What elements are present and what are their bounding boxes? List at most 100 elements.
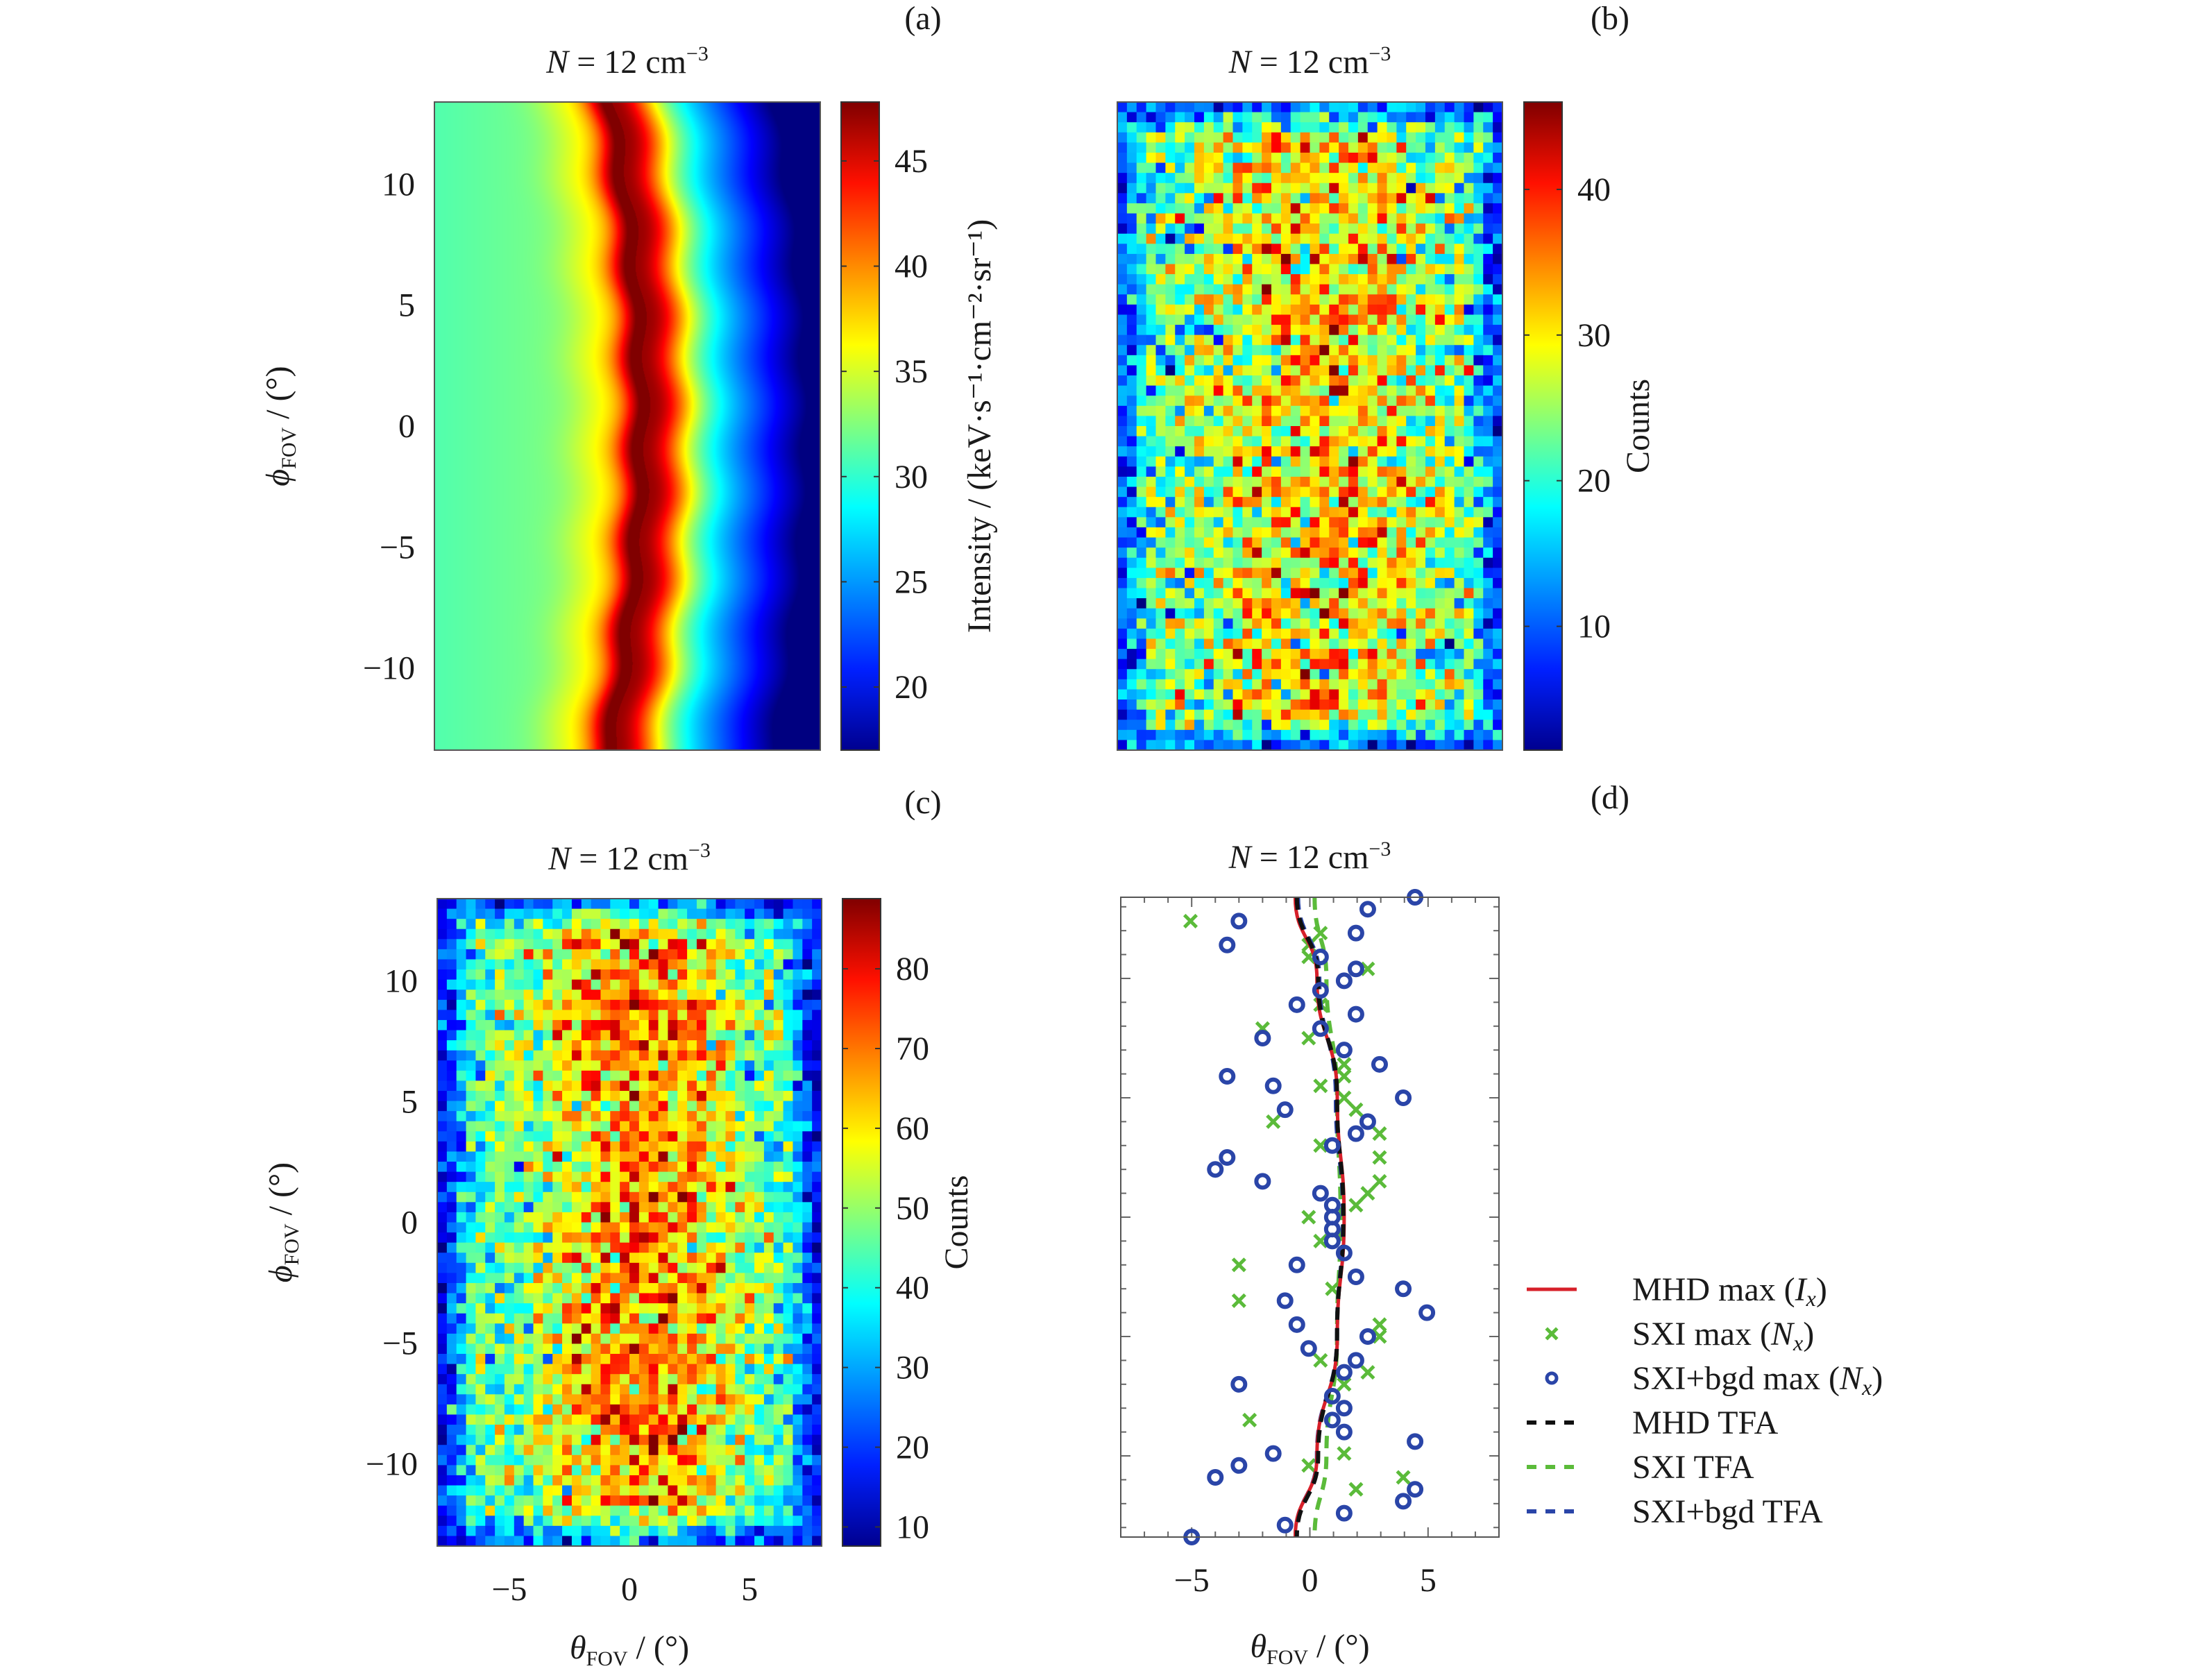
heatmap-cell	[1425, 264, 1436, 275]
heatmap-cell	[1464, 294, 1474, 305]
heatmap-cell	[456, 1151, 467, 1162]
heatmap-cell	[1377, 213, 1388, 224]
heatmap-cell	[1290, 365, 1301, 376]
heatmap-cell	[600, 1070, 611, 1082]
heatmap-cell	[1454, 548, 1465, 559]
heatmap-cell	[1300, 476, 1311, 488]
heatmap-cell	[696, 1425, 707, 1436]
heatmap-cell	[1117, 527, 1128, 538]
heatmap-cell	[754, 1090, 765, 1102]
heatmap-cell	[600, 1465, 611, 1476]
heatmap-cell	[562, 1212, 573, 1223]
heatmap-cell	[485, 1445, 495, 1456]
heatmap-cell	[1367, 325, 1378, 336]
heatmap-cell	[1319, 365, 1330, 376]
heatmap-cell	[1387, 446, 1397, 457]
heatmap-cell	[1175, 598, 1185, 609]
heatmap-cell	[1262, 396, 1272, 407]
heatmap-cell	[1126, 537, 1137, 548]
heatmap-cell	[1203, 355, 1214, 366]
heatmap-cell	[1377, 102, 1388, 113]
heatmap-cell	[1136, 709, 1147, 720]
heatmap-cell	[1136, 426, 1147, 437]
heatmap-cell	[773, 1333, 784, 1345]
heatmap-cell	[533, 1242, 543, 1253]
heatmap-cell	[1357, 659, 1369, 670]
heatmap-cell	[1136, 193, 1147, 204]
heatmap-cell	[793, 1121, 803, 1132]
heatmap-cell	[696, 1495, 707, 1507]
heatmap-cell	[1146, 679, 1157, 690]
heatmap-cell	[1232, 142, 1243, 153]
heatmap-cell	[687, 1262, 697, 1273]
heatmap-cell	[1271, 669, 1282, 680]
heatmap-cell	[687, 1434, 697, 1445]
heatmap-cell	[562, 1222, 573, 1233]
heatmap-cell	[1300, 608, 1311, 619]
heatmap-cell	[668, 1131, 678, 1142]
heatmap-cell	[571, 1090, 582, 1102]
heatmap-cell	[725, 928, 736, 940]
heatmap-cell	[446, 1090, 457, 1102]
heatmap-cell	[610, 1040, 620, 1051]
heatmap-cell	[504, 1465, 515, 1476]
heatmap-cell	[446, 1495, 457, 1507]
heatmap-cell	[1434, 122, 1446, 133]
heatmap-cell	[1290, 517, 1301, 528]
heatmap-cell	[793, 1485, 803, 1496]
heatmap-cell	[1387, 284, 1397, 295]
heatmap-cell	[1165, 203, 1176, 214]
heatmap-cell	[1357, 173, 1369, 184]
heatmap-cell	[1348, 638, 1359, 650]
heatmap-cell	[1377, 537, 1388, 548]
heatmap-cell	[1367, 638, 1378, 650]
heatmap-cell	[1126, 375, 1137, 387]
heatmap-cell	[1203, 669, 1214, 680]
heatmap-cell	[1252, 183, 1262, 194]
heatmap-cell	[1454, 446, 1465, 457]
heatmap-cell	[1464, 142, 1474, 153]
heatmap-cell	[1406, 274, 1416, 285]
heatmap-cell	[495, 939, 505, 950]
heatmap-cell	[571, 990, 582, 1001]
heatmap-cell	[725, 908, 736, 919]
heatmap-cell	[1310, 476, 1320, 488]
heatmap-cell	[543, 1434, 553, 1445]
heatmap-cell	[1300, 669, 1311, 680]
heatmap-cell	[466, 1131, 476, 1142]
heatmap-cell	[629, 1384, 640, 1395]
heatmap-cell	[1444, 669, 1455, 680]
heatmap-cell	[1146, 162, 1157, 173]
heatmap-cell	[802, 1273, 813, 1284]
heatmap-cell	[715, 1090, 727, 1102]
heatmap-cell	[1473, 274, 1484, 285]
heatmap-cell	[1300, 325, 1311, 336]
heatmap-cell	[696, 1343, 707, 1355]
heatmap-cell	[1329, 365, 1339, 376]
heatmap-cell	[581, 1313, 592, 1324]
heatmap-cell	[495, 1232, 505, 1244]
heatmap-cell	[552, 1323, 563, 1334]
heatmap-cell	[648, 1060, 659, 1071]
heatmap-cell	[763, 1232, 774, 1244]
heatmap-cell	[677, 908, 688, 919]
heatmap-cell	[1175, 497, 1185, 508]
heatmap-cell	[552, 1019, 563, 1031]
heatmap-cell	[687, 1475, 697, 1486]
heatmap-cell	[495, 1242, 505, 1253]
heatmap-cell	[1185, 628, 1195, 640]
heatmap-cell	[610, 1131, 620, 1142]
heatmap-cell	[677, 1384, 688, 1395]
heatmap-cell	[1387, 456, 1397, 467]
heatmap-cell	[523, 1030, 534, 1041]
heatmap-cell	[1252, 548, 1262, 559]
heatmap-cell	[1464, 588, 1474, 599]
heatmap-cell	[600, 1121, 611, 1132]
heatmap-cell	[638, 1010, 650, 1021]
heatmap-cell	[735, 1262, 745, 1273]
heatmap-cell	[1377, 638, 1388, 650]
heatmap-cell	[456, 1232, 467, 1244]
heatmap-cell	[1425, 568, 1436, 579]
heatmap-cell	[793, 1182, 803, 1193]
heatmap-cell	[638, 1232, 650, 1244]
